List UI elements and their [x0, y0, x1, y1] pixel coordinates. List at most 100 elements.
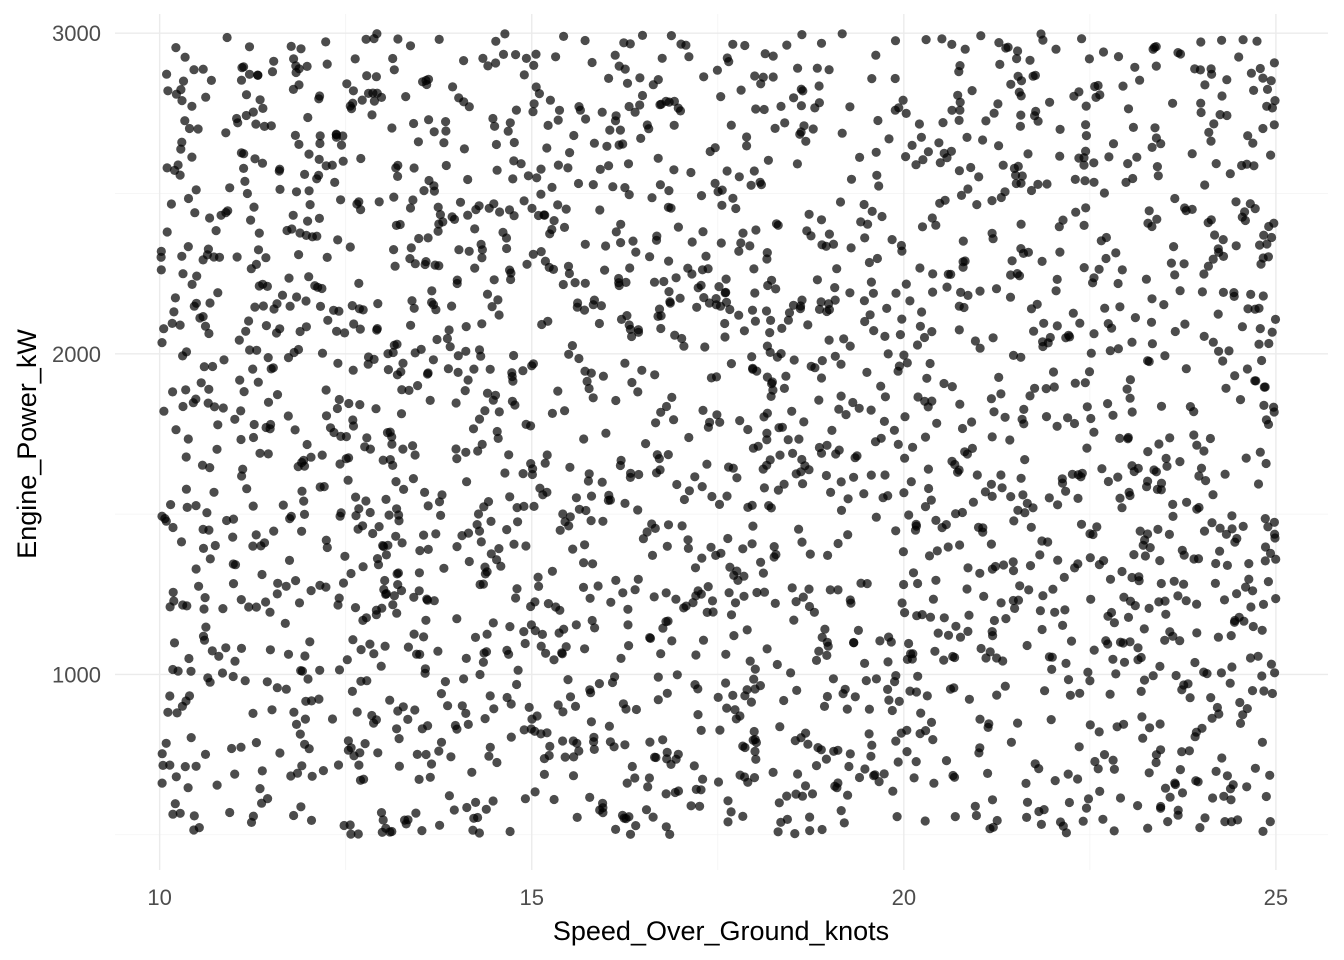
data-point — [1036, 29, 1046, 39]
data-point — [1244, 559, 1254, 569]
data-point — [1250, 763, 1260, 773]
data-point — [771, 549, 781, 560]
data-point — [893, 757, 903, 767]
data-point — [1113, 472, 1123, 482]
data-point — [1133, 655, 1143, 665]
data-point — [543, 599, 554, 609]
data-point — [462, 477, 472, 487]
data-point — [1144, 768, 1154, 778]
data-point — [314, 170, 324, 180]
data-point — [199, 635, 210, 645]
data-point — [371, 72, 381, 82]
data-point — [509, 539, 519, 549]
data-point — [635, 100, 645, 110]
data-point — [372, 88, 382, 98]
data-point — [636, 133, 646, 143]
data-point — [776, 101, 786, 111]
data-point — [181, 452, 191, 462]
data-point — [839, 334, 849, 344]
data-point — [1175, 49, 1186, 59]
data-point — [1123, 612, 1134, 623]
data-point — [772, 659, 782, 670]
data-point — [248, 107, 258, 117]
data-point — [845, 102, 855, 112]
data-point — [1211, 159, 1221, 169]
data-point — [1000, 412, 1010, 422]
data-point — [1206, 693, 1216, 703]
data-point — [672, 479, 682, 490]
data-point — [633, 505, 643, 515]
data-point — [894, 103, 904, 113]
data-point — [1151, 757, 1161, 768]
data-point — [585, 593, 595, 603]
data-point — [1089, 177, 1099, 187]
data-point — [345, 820, 355, 830]
data-point — [344, 398, 354, 409]
data-point — [492, 165, 502, 175]
data-point — [521, 541, 531, 551]
data-point — [722, 703, 732, 713]
data-point — [1127, 461, 1137, 471]
data-point — [914, 119, 925, 129]
data-point — [673, 103, 683, 113]
data-point — [1083, 667, 1093, 677]
data-point — [349, 319, 359, 329]
data-point — [900, 453, 910, 463]
data-point — [484, 751, 494, 761]
data-point — [253, 245, 264, 255]
data-point — [1269, 218, 1279, 228]
data-point — [453, 367, 463, 377]
data-point — [1081, 131, 1091, 141]
data-point — [993, 99, 1003, 109]
data-point — [511, 679, 522, 690]
data-point — [661, 789, 671, 799]
data-point — [928, 594, 939, 604]
data-point — [663, 202, 674, 212]
data-point — [1089, 427, 1099, 437]
data-point — [584, 383, 594, 394]
data-point — [549, 794, 559, 805]
data-point — [714, 282, 724, 292]
data-point — [604, 73, 614, 83]
data-point — [1117, 265, 1127, 275]
data-point — [1045, 97, 1055, 107]
data-point — [883, 349, 893, 359]
data-point — [512, 584, 522, 594]
data-point — [1170, 270, 1180, 280]
data-point — [690, 680, 700, 690]
data-point — [191, 185, 201, 195]
data-point — [1055, 817, 1066, 827]
data-point — [796, 467, 806, 477]
data-point — [360, 442, 370, 452]
data-point — [314, 694, 324, 704]
data-point — [987, 196, 997, 206]
data-point — [897, 598, 907, 608]
data-point — [673, 749, 683, 759]
data-point — [467, 767, 477, 777]
data-point — [579, 434, 589, 444]
data-point — [1241, 453, 1251, 463]
data-point — [389, 591, 399, 601]
data-point — [649, 277, 660, 287]
data-point — [1248, 586, 1258, 596]
data-point — [1210, 578, 1220, 589]
data-point — [265, 607, 275, 617]
data-point — [995, 59, 1005, 69]
data-point — [684, 486, 695, 496]
data-point — [1099, 556, 1109, 566]
data-point — [893, 439, 903, 449]
data-point — [742, 141, 752, 151]
data-point — [241, 90, 252, 100]
data-point — [662, 688, 672, 698]
data-point — [749, 674, 759, 684]
data-point — [1170, 193, 1180, 204]
data-point — [1200, 180, 1210, 190]
data-point — [565, 148, 575, 158]
data-point — [1203, 218, 1213, 228]
data-point — [749, 773, 760, 783]
data-point — [1226, 795, 1236, 805]
data-point — [1180, 203, 1190, 213]
data-point — [750, 746, 760, 757]
data-point — [799, 121, 809, 131]
data-point — [833, 538, 843, 549]
